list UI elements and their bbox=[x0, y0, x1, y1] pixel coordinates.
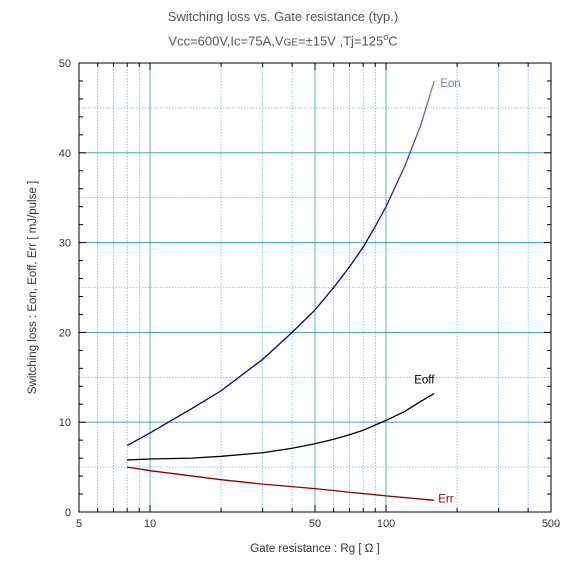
series-lines bbox=[126, 80, 435, 501]
x-tick-label: 5 bbox=[76, 518, 82, 530]
chart-title: Switching loss vs. Gate resistance (typ.… bbox=[167, 9, 399, 24]
minor-grid bbox=[79, 63, 551, 512]
series-label-eoff: Eoff bbox=[414, 374, 435, 386]
subtitle-prefix: Vcc=600V,Ic=75A,V bbox=[168, 33, 284, 49]
y-tick-label: 20 bbox=[59, 327, 71, 339]
y-tick-labels: 0 10 20 30 40 50 bbox=[59, 58, 71, 519]
series-line-eon bbox=[126, 80, 435, 447]
y-axis-title: Switching loss : Eon, Eoff, Err [ mJ/pul… bbox=[27, 181, 39, 394]
y-tick-label: 50 bbox=[59, 58, 71, 70]
y-tick-label: 10 bbox=[59, 417, 71, 429]
x-axis-title: Gate resistance : Rg [ Ω ] bbox=[250, 543, 379, 555]
subtitle-superscript: o bbox=[383, 32, 389, 42]
x-tick-label: 500 bbox=[542, 518, 560, 530]
x-tick-labels: 5 10 50 100 500 bbox=[76, 518, 560, 530]
x-tick-label: 100 bbox=[377, 518, 395, 530]
major-grid bbox=[79, 63, 551, 512]
series-line-err bbox=[127, 466, 435, 501]
x-tick-label: 50 bbox=[309, 518, 321, 530]
series-labels: Eon Eoff Err bbox=[414, 78, 460, 505]
series-line-eoff bbox=[127, 392, 435, 461]
series-label-err: Err bbox=[438, 493, 454, 505]
chart-subtitle: Vcc=600V,Ic=75A,VGE=±15V ,Tj=125oC bbox=[0, 32, 566, 48]
y-tick-label: 30 bbox=[59, 238, 71, 250]
x-tick-label: 10 bbox=[144, 518, 156, 530]
subtitle-middle: =±15V ,Tj=125 bbox=[298, 33, 384, 49]
subtitle-subscript: GE bbox=[283, 37, 298, 49]
subtitle-suffix: C bbox=[388, 33, 398, 49]
y-tick-label: 40 bbox=[59, 148, 71, 160]
y-tick-label: 0 bbox=[65, 507, 71, 519]
axis-ticks bbox=[78, 62, 552, 513]
series-label-eon: Eon bbox=[440, 78, 460, 90]
